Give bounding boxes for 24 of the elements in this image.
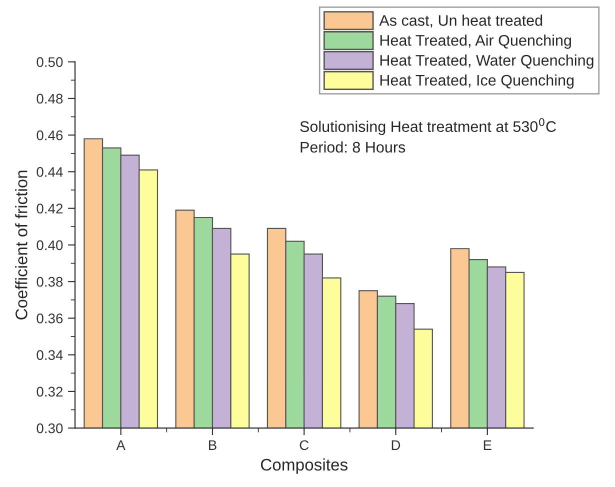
y-tick-label: 0.50: [36, 57, 63, 68]
x-tick-label: B: [208, 440, 216, 450]
legend-label: As cast, Un heat treated: [379, 14, 542, 28]
y-tick-label: 0.48: [36, 94, 63, 104]
y-axis-title: Coefficient of friction: [15, 170, 28, 320]
legend-label: Heat Treated, Ice Quenching: [380, 74, 574, 89]
y-tick-label: 0.32: [36, 386, 63, 397]
x-tick-label: A: [116, 440, 126, 450]
x-axis-title: Composites: [260, 458, 348, 474]
legend-label: Heat Treated, Water Quenching: [380, 54, 594, 69]
y-tick-label: 0.44: [36, 167, 63, 177]
y-tick-label: 0.42: [36, 204, 63, 214]
x-tick-label: E: [484, 440, 492, 450]
annotation: Solutionising Heat treatment at 530$^{0}$C: [300, 118, 556, 136]
y-tick-label: 0.36: [36, 314, 63, 324]
y-tick-label: 0.34: [36, 350, 63, 360]
y-tick-label: 0.38: [36, 276, 63, 287]
y-tick-label: 0.30: [36, 423, 63, 434]
legend-label: Heat Treated, Air Quenching: [380, 34, 571, 49]
x-tick-label: D: [392, 440, 400, 450]
y-tick-label: 0.46: [36, 130, 63, 140]
x-tick-label: C: [300, 440, 309, 450]
annotation: Period: 8 Hours: [300, 141, 406, 153]
y-tick-label: 0.40: [36, 240, 63, 250]
